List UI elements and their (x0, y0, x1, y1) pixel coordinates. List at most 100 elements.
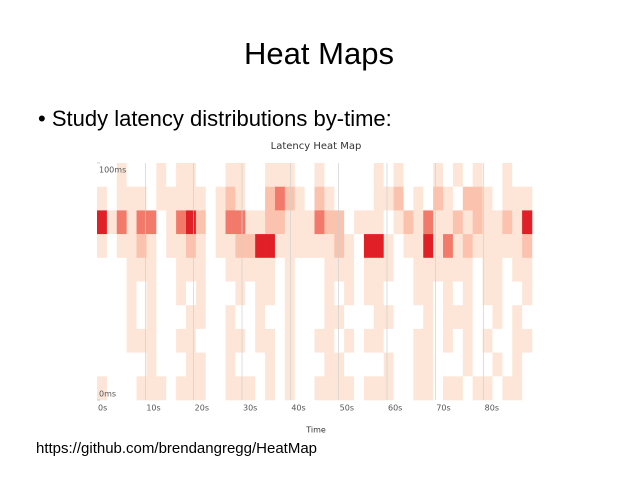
heat-cell (284, 186, 296, 211)
heat-cell (452, 376, 464, 401)
heat-cell (482, 352, 493, 377)
heat-cell (462, 257, 473, 282)
heat-cell (344, 210, 355, 235)
x-tick-label: 10s (146, 404, 160, 413)
heat-cell (502, 186, 513, 211)
heat-cell (235, 376, 246, 401)
heat-cell (472, 234, 483, 259)
heat-cell (304, 257, 315, 282)
x-tick-label: 70s (436, 404, 450, 413)
heat-cell (324, 257, 335, 282)
heat-cell (126, 328, 137, 353)
heat-cell (245, 352, 256, 377)
heat-cell (126, 281, 137, 306)
heat-cell (205, 234, 216, 259)
heat-cell (393, 234, 404, 259)
heat-cell (522, 234, 533, 259)
heat-cell (393, 281, 404, 306)
heat-cell (215, 210, 226, 235)
heat-cell (126, 163, 137, 187)
heat-cell (146, 376, 157, 401)
heat-cell (413, 257, 424, 282)
heat-cell (423, 281, 434, 306)
heat-cell (265, 186, 276, 211)
heat-cell (482, 234, 493, 259)
heat-cell (462, 210, 473, 235)
heat-cell (146, 186, 157, 211)
heat-cell (413, 234, 424, 259)
heat-cell (245, 210, 256, 235)
heat-cell (482, 328, 493, 353)
heat-cell (452, 186, 464, 211)
heat-cell (413, 281, 424, 306)
heat-cell (97, 305, 108, 330)
heat-cell (492, 328, 503, 353)
heat-cell (522, 305, 533, 330)
heat-cell (225, 163, 236, 187)
heat-cell (116, 210, 127, 235)
heat-cell (245, 234, 256, 259)
heat-cell (304, 186, 315, 211)
heat-cell (235, 305, 246, 330)
heat-cell (255, 328, 266, 353)
heat-cell (255, 305, 266, 330)
heat-cell (423, 186, 434, 211)
heat-cell (195, 234, 207, 259)
heat-cell (166, 234, 177, 259)
heat-cell (314, 376, 325, 401)
heat-cell (413, 163, 424, 187)
heat-cell (205, 257, 216, 282)
heat-cell (274, 163, 286, 187)
heat-cell (106, 210, 118, 235)
x-tick-label: 40s (291, 404, 305, 413)
heat-cell (225, 257, 236, 282)
heat-cell (413, 210, 424, 235)
heat-cell (106, 257, 118, 282)
heat-cell (245, 328, 256, 353)
heat-cell (492, 186, 503, 211)
heat-cell (205, 281, 216, 306)
heat-cell (176, 186, 187, 211)
heat-cell (344, 305, 355, 330)
heat-cell (166, 210, 177, 235)
heat-cell (97, 210, 108, 235)
heat-cell (443, 163, 454, 187)
heat-cell (284, 210, 296, 235)
heat-cell (284, 328, 296, 353)
heat-cell (354, 210, 365, 235)
heat-cell (482, 305, 493, 330)
heat-cell (156, 305, 167, 330)
heat-cell (265, 281, 276, 306)
y-tick-label: 100ms (99, 166, 126, 175)
heat-cell (363, 376, 375, 401)
heat-cell (136, 376, 147, 401)
heat-cell (413, 328, 424, 353)
heat-cell (334, 376, 345, 401)
heat-cell (215, 305, 226, 330)
heat-cell (383, 163, 394, 187)
heat-cell (452, 210, 464, 235)
heat-cell (205, 376, 216, 401)
heat-cell (126, 234, 137, 259)
heat-cell (522, 352, 533, 377)
heat-cell (334, 305, 345, 330)
heat-cell (136, 328, 147, 353)
heat-cell (324, 305, 335, 330)
heat-cell (482, 186, 493, 211)
heat-cell (314, 352, 325, 377)
heat-cell (205, 328, 216, 353)
heat-cell (512, 257, 523, 282)
heat-cell (235, 257, 246, 282)
heat-cell (274, 234, 286, 259)
heat-cell (136, 210, 147, 235)
heat-cell (146, 234, 157, 259)
heat-cell (383, 210, 394, 235)
heat-cell (522, 163, 533, 187)
heat-cell (215, 234, 226, 259)
heat-cell (502, 210, 513, 235)
heat-cell (106, 352, 118, 377)
heat-cell (393, 376, 404, 401)
heat-cell (383, 186, 394, 211)
heat-cell (97, 186, 108, 211)
heat-cell (492, 376, 503, 401)
